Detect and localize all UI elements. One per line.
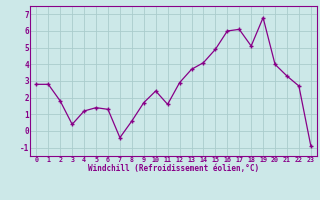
X-axis label: Windchill (Refroidissement éolien,°C): Windchill (Refroidissement éolien,°C): [88, 164, 259, 173]
